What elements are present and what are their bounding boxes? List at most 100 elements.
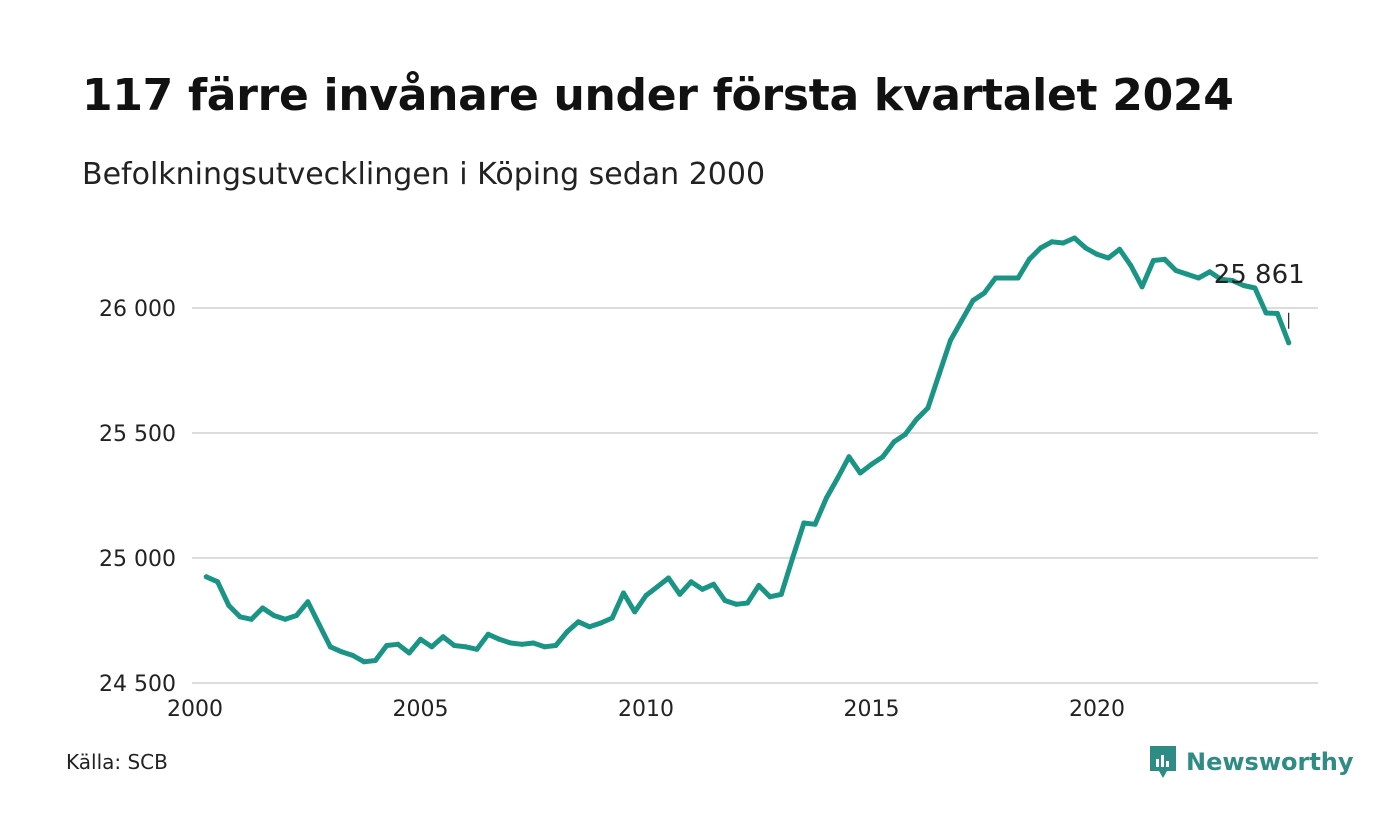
series-layer	[203, 235, 1292, 665]
data-point	[801, 520, 807, 526]
data-point	[1117, 246, 1123, 252]
data-point	[711, 581, 717, 587]
data-point	[846, 454, 852, 460]
data-point	[677, 591, 683, 597]
x-tick-label: 2010	[618, 697, 674, 722]
data-point	[553, 643, 559, 648]
data-point	[372, 658, 378, 663]
data-point	[666, 575, 671, 581]
data-point	[226, 603, 232, 608]
data-point	[812, 521, 818, 527]
data-point	[1274, 311, 1280, 316]
data-point	[1252, 285, 1258, 291]
data-point	[1038, 245, 1044, 251]
data-point	[418, 636, 423, 642]
data-point	[1241, 283, 1247, 288]
data-point	[463, 644, 469, 650]
grid-layer	[192, 307, 1318, 684]
data-point	[1184, 271, 1190, 277]
newsworthy-logo-icon	[1150, 746, 1176, 778]
data-point	[294, 613, 299, 618]
data-point	[440, 634, 446, 640]
data-point	[936, 371, 942, 377]
data-point	[316, 621, 322, 627]
data-point	[733, 601, 739, 607]
data-point	[1049, 239, 1055, 245]
data-point	[1139, 284, 1145, 290]
data-point	[790, 555, 796, 561]
data-point	[1196, 275, 1201, 281]
data-point	[699, 586, 705, 592]
data-point	[1162, 256, 1168, 262]
data-point	[339, 649, 345, 655]
data-point	[406, 650, 412, 656]
data-point	[474, 646, 480, 652]
data-point	[1263, 310, 1269, 316]
data-point	[530, 640, 536, 646]
data-point	[485, 631, 491, 637]
data-point	[835, 475, 841, 481]
data-point	[203, 574, 209, 580]
data-point	[1026, 256, 1032, 262]
data-point	[609, 615, 615, 621]
data-point	[1004, 275, 1010, 281]
y-tick-label: 25 500	[99, 422, 176, 447]
data-point	[1105, 255, 1111, 261]
source-note: Källa: SCB	[66, 750, 168, 774]
data-point	[778, 591, 784, 597]
data-point	[564, 629, 570, 635]
data-point	[1207, 269, 1213, 275]
brand-logo: Newsworthy	[1148, 744, 1354, 780]
y-tick-label: 25 000	[99, 547, 176, 572]
data-point	[981, 290, 987, 296]
data-point	[587, 624, 593, 630]
data-point	[1173, 268, 1179, 273]
x-tick-label: 2020	[1069, 697, 1125, 722]
data-point	[632, 609, 638, 615]
data-point	[947, 338, 953, 343]
data-point	[643, 593, 649, 598]
last-value-label: 25 861	[1214, 260, 1305, 290]
data-point	[959, 318, 965, 323]
data-point	[914, 416, 920, 422]
data-point	[1229, 278, 1235, 283]
data-point	[722, 598, 728, 603]
data-point	[1128, 263, 1134, 268]
annotation-layer: 25 861	[1214, 260, 1305, 329]
data-point	[880, 454, 886, 460]
data-point	[451, 643, 457, 648]
data-point	[1072, 235, 1077, 241]
x-tick-label: 2015	[844, 697, 900, 722]
data-point	[260, 605, 266, 611]
data-point	[361, 659, 367, 665]
data-point	[496, 636, 502, 642]
data-point	[745, 600, 750, 606]
data-point	[237, 614, 243, 620]
data-point	[756, 583, 762, 588]
data-point	[1286, 340, 1292, 346]
series-line	[203, 235, 1292, 665]
brand-name: Newsworthy	[1186, 748, 1354, 776]
data-point	[621, 590, 626, 596]
data-point	[1150, 258, 1156, 263]
data-point	[215, 579, 221, 585]
data-point	[902, 431, 908, 437]
data-point	[823, 495, 829, 501]
data-point	[305, 599, 311, 605]
data-point	[1218, 276, 1224, 282]
data-point	[1094, 251, 1100, 257]
data-point	[869, 461, 874, 467]
data-point	[1060, 240, 1066, 246]
x-tick-label: 2000	[167, 697, 223, 722]
data-point	[688, 579, 694, 585]
data-point	[327, 644, 333, 650]
data-point	[1083, 245, 1089, 251]
data-point	[271, 613, 277, 618]
data-point	[767, 594, 773, 600]
data-point	[519, 641, 525, 647]
data-point	[429, 644, 435, 650]
y-tick-label: 26 000	[99, 297, 176, 322]
data-point	[575, 619, 581, 625]
data-point	[891, 439, 897, 445]
